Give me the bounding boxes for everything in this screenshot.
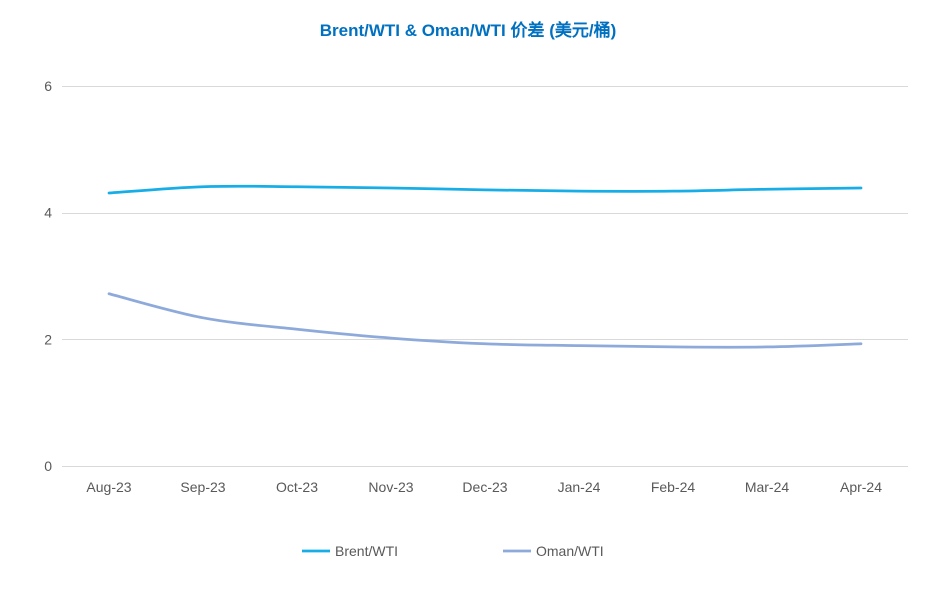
- x-tick-label: Apr-24: [840, 479, 882, 495]
- x-axis: Aug-23 Sep-23 Oct-23 Nov-23 Dec-23 Jan-24 Feb-…: [86, 479, 882, 495]
- x-tick-label: Jan-24: [558, 479, 601, 495]
- x-tick-label: Nov-23: [368, 479, 413, 495]
- legend-item-brent-wti: Brent/WTI: [302, 543, 398, 559]
- y-tick-label: 0: [44, 458, 52, 474]
- gridlines: [62, 86, 908, 467]
- x-tick-label: Dec-23: [462, 479, 507, 495]
- x-tick-label: Mar-24: [745, 479, 790, 495]
- x-tick-label: Sep-23: [180, 479, 225, 495]
- y-tick-label: 2: [44, 331, 52, 347]
- series-lines: [107, 184, 863, 349]
- y-axis: 0 2 4 6: [44, 78, 52, 474]
- legend: Brent/WTI Oman/WTI: [302, 543, 604, 559]
- legend-item-oman-wti: Oman/WTI: [503, 543, 604, 559]
- x-tick-label: Oct-23: [276, 479, 318, 495]
- legend-label: Oman/WTI: [536, 543, 604, 559]
- y-tick-label: 6: [44, 78, 52, 94]
- chart-title: Brent/WTI & Oman/WTI 价差 (美元/桶): [320, 20, 617, 40]
- series-line-oman-wti: [107, 292, 863, 349]
- series-line-brent-wti: [107, 184, 863, 195]
- legend-label: Brent/WTI: [335, 543, 398, 559]
- x-tick-label: Aug-23: [86, 479, 131, 495]
- y-tick-label: 4: [44, 205, 52, 221]
- x-tick-label: Feb-24: [651, 479, 696, 495]
